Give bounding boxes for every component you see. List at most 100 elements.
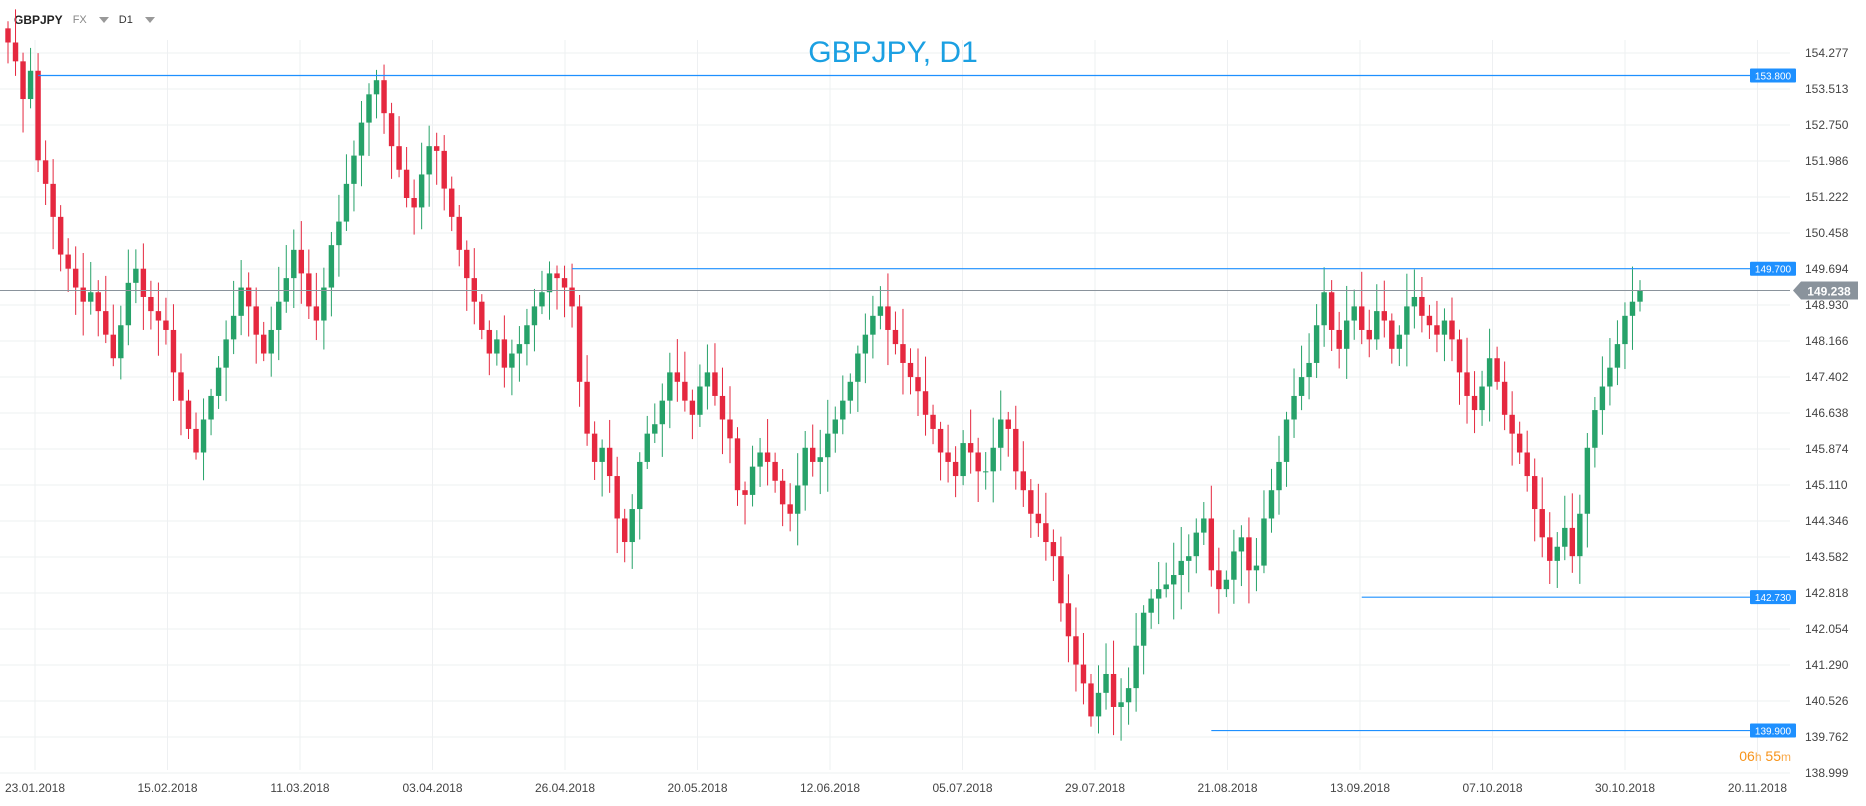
candle-down bbox=[975, 452, 981, 472]
candle-up bbox=[208, 395, 214, 420]
candle-up bbox=[321, 287, 327, 321]
y-tick-label: 138.999 bbox=[1805, 766, 1849, 780]
symbol-label[interactable]: GBPJPY bbox=[14, 13, 63, 27]
candle-up bbox=[1193, 532, 1199, 557]
candle-up bbox=[516, 344, 523, 354]
candle-down bbox=[471, 278, 477, 302]
candle-up bbox=[539, 292, 545, 307]
candle-down bbox=[260, 334, 267, 354]
candle-up bbox=[794, 485, 801, 514]
candle-up bbox=[817, 457, 823, 462]
x-tick-label: 26.04.2018 bbox=[535, 781, 595, 795]
candle-down bbox=[298, 249, 305, 274]
candle-up bbox=[358, 122, 365, 156]
x-tick-label: 03.04.2018 bbox=[402, 781, 462, 795]
x-tick-label: 12.06.2018 bbox=[800, 781, 860, 795]
bar-countdown: 06h 55m bbox=[1739, 748, 1791, 764]
candle-down bbox=[779, 480, 786, 505]
candle-up bbox=[336, 221, 342, 246]
candle-down bbox=[20, 61, 26, 100]
level-tag bbox=[1750, 68, 1796, 83]
candle-down bbox=[1389, 320, 1395, 349]
candle-up bbox=[1186, 556, 1192, 561]
candle-up bbox=[1404, 306, 1410, 335]
candle-down bbox=[449, 188, 455, 217]
candle-down bbox=[388, 113, 395, 147]
candle-up bbox=[1306, 362, 1312, 378]
candle-up bbox=[1486, 358, 1493, 387]
candle-up bbox=[1614, 344, 1621, 368]
y-tick-label: 149.694 bbox=[1805, 262, 1849, 276]
candle-down bbox=[35, 70, 41, 161]
candle-down bbox=[689, 400, 696, 415]
candle-down bbox=[719, 395, 726, 420]
y-tick-label: 147.402 bbox=[1805, 370, 1849, 384]
y-tick-label: 144.346 bbox=[1805, 514, 1849, 528]
candle-down bbox=[727, 419, 733, 439]
y-tick-label: 145.110 bbox=[1805, 478, 1848, 492]
candle-down bbox=[1035, 513, 1042, 524]
candle-down bbox=[937, 428, 944, 453]
x-tick-label: 05.07.2018 bbox=[932, 781, 992, 795]
candle-down bbox=[5, 28, 11, 43]
candle-up bbox=[990, 447, 996, 472]
candle-down bbox=[441, 150, 447, 189]
candle-up bbox=[1622, 315, 1628, 345]
level-tag bbox=[1750, 590, 1796, 605]
candle-down bbox=[253, 306, 259, 335]
candle-down bbox=[57, 216, 64, 255]
x-tick-label: 13.09.2018 bbox=[1330, 781, 1390, 795]
candle-down bbox=[614, 476, 620, 519]
candle-up bbox=[862, 334, 869, 354]
candle-up bbox=[1374, 311, 1380, 340]
candle-up bbox=[1155, 589, 1162, 599]
candle-down bbox=[1020, 471, 1027, 491]
candle-up bbox=[1441, 320, 1448, 335]
market-selector[interactable]: FX bbox=[73, 14, 109, 26]
candle-down bbox=[922, 391, 929, 415]
candle-down bbox=[306, 273, 312, 307]
candle-up bbox=[351, 155, 357, 184]
candle-down bbox=[163, 320, 169, 330]
candle-down bbox=[1328, 292, 1335, 330]
countdown-minutes-unit: m bbox=[1781, 750, 1791, 764]
level-tag-label: 139.900 bbox=[1755, 727, 1792, 738]
candle-up bbox=[531, 306, 538, 326]
candle-down bbox=[772, 461, 778, 481]
candle-up bbox=[1584, 447, 1591, 514]
y-tick-label: 151.222 bbox=[1805, 190, 1849, 204]
candle-up bbox=[268, 329, 274, 354]
candle-up bbox=[870, 315, 876, 335]
candle-down bbox=[396, 146, 402, 170]
candle-up bbox=[1268, 490, 1275, 519]
timeframe-selector[interactable]: D1 bbox=[119, 14, 155, 26]
candle-down bbox=[1359, 306, 1365, 330]
candle-down bbox=[1216, 570, 1222, 590]
candle-down bbox=[50, 183, 56, 217]
candle-up bbox=[1178, 560, 1184, 576]
x-tick-label: 11.03.2018 bbox=[270, 781, 329, 795]
candle-up bbox=[1238, 537, 1245, 552]
candle-up bbox=[1095, 692, 1102, 717]
x-tick-label: 20.05.2018 bbox=[667, 781, 727, 795]
candle-up bbox=[1103, 673, 1109, 693]
candle-down bbox=[1005, 419, 1011, 429]
candle-up bbox=[291, 249, 297, 279]
candle-up bbox=[1276, 461, 1282, 491]
candle-up bbox=[1201, 518, 1207, 533]
candle-down bbox=[930, 414, 936, 429]
candle-up bbox=[847, 381, 854, 401]
candle-down bbox=[810, 447, 816, 462]
candle-down bbox=[501, 339, 508, 368]
candle-down bbox=[885, 306, 891, 330]
chart-title: GBPJPY, D1 bbox=[808, 36, 978, 69]
candle-up bbox=[1577, 513, 1583, 557]
candle-down bbox=[1381, 311, 1388, 321]
candle-down bbox=[1028, 490, 1034, 514]
candle-up bbox=[637, 461, 643, 510]
candle-down bbox=[103, 311, 109, 335]
candle-down bbox=[456, 216, 462, 250]
candle-down bbox=[764, 452, 771, 462]
candle-down bbox=[1509, 414, 1515, 434]
